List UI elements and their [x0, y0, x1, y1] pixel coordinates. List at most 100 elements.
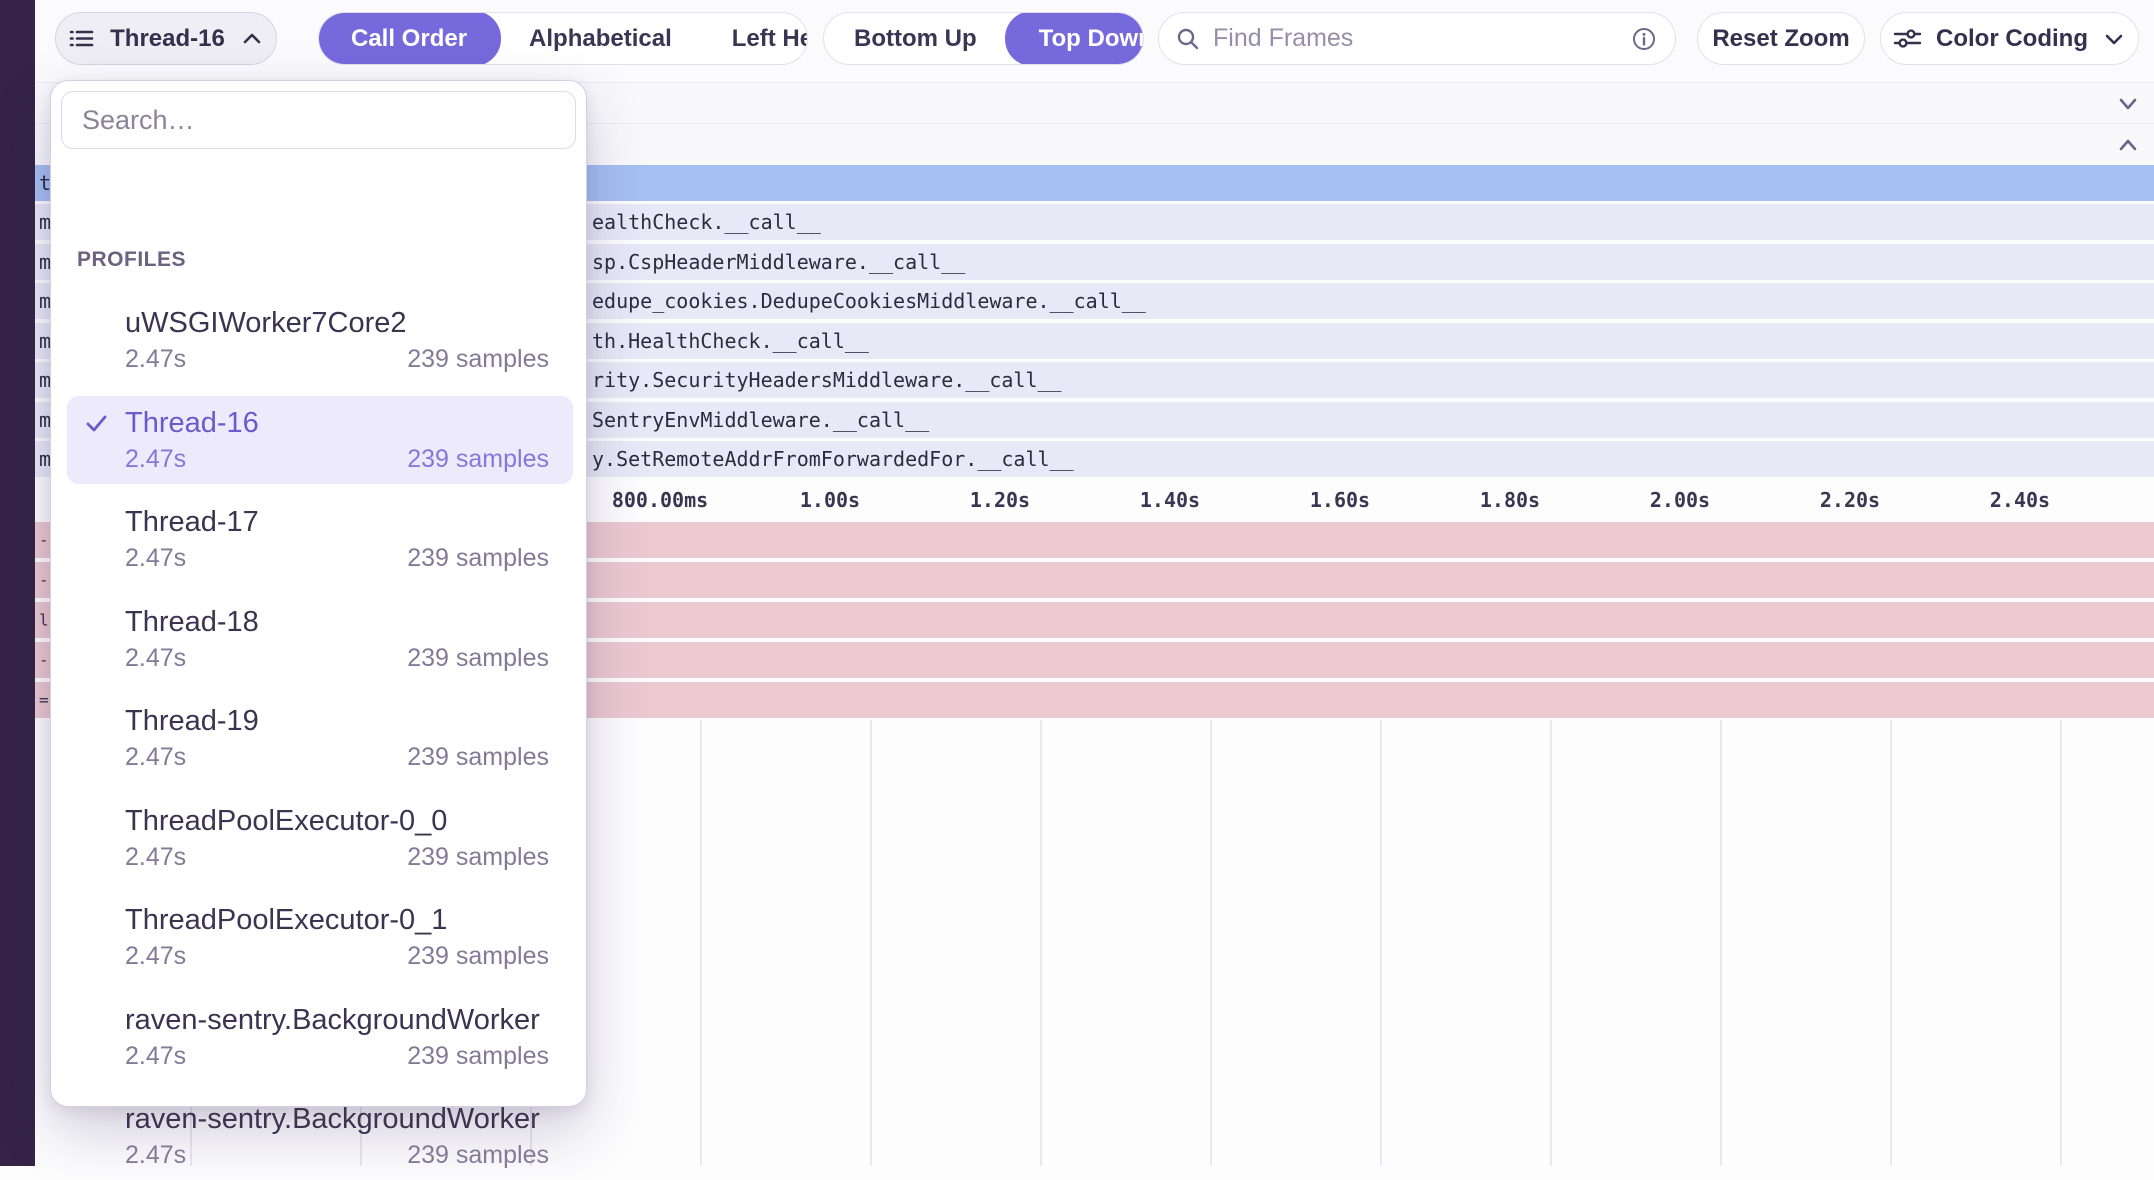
thread-item-name: ThreadPoolExecutor-0_0 — [125, 804, 448, 837]
time-gridline — [870, 720, 872, 1166]
thread-item-duration: 2.47s — [125, 643, 187, 672]
time-gridline — [2060, 720, 2062, 1166]
thread-item-samples: 239 samples — [407, 743, 549, 771]
chevron-up-icon[interactable] — [2116, 133, 2140, 157]
thread-item-name: ThreadPoolExecutor-0_1 — [125, 904, 448, 936]
sort-option-left-heavy[interactable]: Left Heavy — [731, 24, 807, 52]
reset-zoom-button[interactable]: Reset Zoom — [1697, 12, 1865, 65]
frame-sliver-text: m — [39, 328, 52, 353]
thread-item-samples: 239 samples — [407, 444, 549, 473]
time-gridline — [1890, 720, 1892, 1166]
thread-list-item[interactable]: Thread-19 2.47s 239 samples — [67, 694, 573, 782]
direction-option-top-down[interactable]: Top Down — [1004, 13, 1143, 64]
sort-option-call-order[interactable]: Call Order — [319, 13, 502, 64]
thread-item-duration: 2.47s — [125, 1141, 187, 1169]
frame-sliver-text: m — [39, 249, 52, 274]
sort-option-alphabetical[interactable]: Alphabetical — [529, 24, 672, 52]
frame-label: th.HealthCheck.__call__ — [592, 328, 869, 353]
color-coding-label: Color Coding — [1936, 24, 2088, 52]
axis-tick-label: 2.20s — [1819, 488, 1881, 512]
time-gridline — [1380, 720, 1382, 1166]
thread-list-icon — [68, 25, 95, 52]
chevron-up-icon — [240, 27, 264, 51]
thread-item-samples: 239 samples — [407, 1041, 549, 1070]
frame-label: sp.CspHeaderMiddleware.__call__ — [592, 249, 966, 274]
axis-tick-label: 1.00s — [799, 488, 861, 512]
frame-label: ealthCheck.__call__ — [592, 210, 821, 234]
thread-item-samples: 239 samples — [407, 842, 549, 871]
find-frames-searchbox[interactable] — [1158, 12, 1676, 65]
thread-item-subtext: 2.47s 239 samples — [125, 939, 549, 973]
thread-list-item[interactable]: uWSGIWorker7Core2 2.47s 239 samples — [67, 296, 573, 384]
thread-item-subtext: 2.47s 239 samples — [125, 641, 549, 675]
chevron-down-icon[interactable] — [2116, 92, 2140, 116]
thread-list-item[interactable]: ThreadPoolExecutor-0_0 2.47s 239 samples — [67, 794, 573, 882]
time-gridline — [1720, 720, 1722, 1166]
direction-option-bottom-up[interactable]: Bottom Up — [854, 24, 977, 52]
thread-list-item[interactable]: Thread-16 2.47s 239 samples — [67, 395, 573, 484]
thread-list-item[interactable]: ThreadPoolExecutor-0_1 2.47s 239 samples — [67, 893, 573, 981]
frame-sliver-text: m — [39, 368, 52, 392]
thread-item-duration: 2.47s — [125, 544, 187, 572]
frame-sliver-text: - — [39, 530, 49, 550]
info-icon[interactable] — [1631, 26, 1657, 52]
thread-item-duration: 2.47s — [125, 1041, 187, 1070]
frame-sliver-text: l — [39, 610, 49, 630]
thread-item-duration: 2.47s — [125, 942, 187, 970]
thread-item-name: Thread-17 — [125, 506, 259, 538]
frame-sliver-text: m — [39, 210, 52, 234]
dropdown-search-input[interactable] — [82, 104, 555, 136]
search-icon — [1175, 26, 1201, 52]
thread-item-subtext: 2.47s 239 samples — [125, 541, 549, 575]
frame-label: edupe_cookies.DedupeCookiesMiddleware.__… — [592, 289, 1146, 313]
thread-selector-label: Thread-16 — [110, 24, 225, 52]
time-gridline — [1550, 720, 1552, 1166]
sort-mode-segmented-control: Call Order Alphabetical Left Heavy — [318, 12, 808, 65]
time-gridline — [1040, 720, 1042, 1166]
checkmark-icon — [81, 408, 111, 438]
chevron-down-icon — [2102, 27, 2126, 51]
time-gridline — [1210, 720, 1212, 1166]
thread-item-samples: 239 samples — [407, 942, 549, 970]
toolbar: Thread-16 Call Order Alphabetical Left Hea… — [35, 0, 2154, 83]
thread-dropdown-panel: PROFILES uWSGIWorker7Core2 2.47s 239 sampl… — [50, 80, 587, 1169]
thread-item-samples: 239 samples — [407, 1141, 549, 1169]
color-coding-button[interactable]: Color Coding — [1880, 12, 2139, 65]
frame-sliver-text: m — [39, 447, 52, 471]
thread-item-subtext: 2.47s 239 samples — [125, 1138, 549, 1172]
thread-item-name: Thread-16 — [125, 406, 259, 439]
find-frames-input[interactable] — [1213, 24, 1619, 53]
thread-item-name: Thread-19 — [125, 705, 259, 737]
thread-item-name: uWSGIWorker7Core2 — [125, 307, 407, 339]
frame-sliver-text: - — [39, 650, 49, 670]
axis-tick-label: 1.40s — [1139, 488, 1201, 512]
thread-selector-button[interactable]: Thread-16 — [55, 12, 277, 65]
profiles-section-label: PROFILES — [77, 248, 187, 271]
thread-item-subtext: 2.47s 239 samples — [125, 342, 549, 376]
frame-label: SentryEnvMiddleware.__call__ — [592, 407, 930, 432]
thread-list-item[interactable]: Thread-18 2.47s 239 samples — [67, 595, 573, 683]
axis-tick-label: 800.00ms — [611, 488, 709, 512]
sliders-icon — [1893, 25, 1922, 52]
left-sidebar-strip — [0, 0, 35, 1166]
axis-tick-label: 1.20s — [969, 488, 1031, 512]
thread-item-subtext: 2.47s 239 samples — [125, 740, 549, 774]
thread-item-name: raven-sentry.BackgroundWorker — [125, 1003, 540, 1036]
frame-sliver-text: - — [39, 570, 49, 590]
axis-tick-label: 1.80s — [1479, 488, 1541, 512]
frame-sliver-text: = — [39, 690, 49, 710]
thread-item-samples: 239 samples — [407, 544, 549, 572]
thread-list-item[interactable]: raven-sentry.BackgroundWorker 2.47s 239 sa… — [67, 1092, 573, 1180]
time-gridline — [700, 720, 702, 1166]
thread-list-item[interactable]: Thread-17 2.47s 239 samples — [67, 495, 573, 583]
thread-item-samples: 239 samples — [407, 345, 549, 373]
direction-segmented-control: Bottom Up Top Down — [823, 12, 1144, 65]
frame-label: y.SetRemoteAddrFromForwardedFor.__call__ — [592, 447, 1074, 471]
thread-item-subtext: 2.47s 239 samples — [125, 442, 549, 476]
frame-sliver-text: m — [39, 407, 52, 432]
thread-item-duration: 2.47s — [125, 444, 187, 473]
thread-list-item[interactable]: raven-sentry.BackgroundWorker 2.47s 239 sa… — [67, 993, 573, 1081]
dropdown-search-field[interactable] — [61, 91, 576, 149]
axis-tick-label: 1.60s — [1309, 488, 1371, 512]
